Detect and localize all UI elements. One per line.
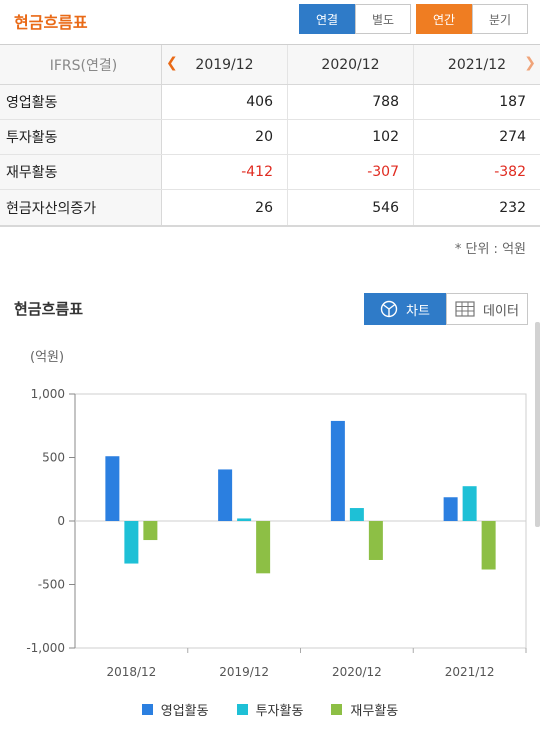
bar — [349, 508, 364, 521]
page-title: 현금흐름표 — [14, 13, 88, 32]
table-row: 영업활동 406 788 187 — [0, 85, 540, 120]
column-header: ❮ 2019/12 — [162, 45, 288, 84]
table-cell: -412 — [162, 155, 288, 189]
chevron-left-icon[interactable]: ❮ — [166, 55, 178, 71]
table-cell: 788 — [288, 85, 414, 119]
bar — [143, 521, 158, 541]
table-cell: 26 — [162, 190, 288, 225]
cashflow-bar-chart: 1,000 500 0 -500 -1,000 2018/12 2019/12 2020/12… — [26, 387, 527, 679]
view-toggle: 차트 데이터 — [364, 293, 528, 325]
y-tick-label: -500 — [38, 578, 65, 592]
tab-consolidated[interactable]: 연결 — [299, 4, 355, 34]
table-cell: 20 — [162, 120, 288, 154]
scrollbar[interactable] — [535, 322, 540, 527]
table-cell: 546 — [288, 190, 414, 225]
table-cell: -382 — [494, 164, 526, 180]
bar — [368, 521, 383, 560]
y-tick-label: 0 — [57, 514, 65, 528]
table-icon — [455, 301, 475, 317]
unit-note: * 단위 : 억원 — [454, 242, 526, 257]
legend-swatch — [236, 704, 248, 715]
table-cell: 406 — [162, 85, 288, 119]
table-row: 재무활동 -412 -307 -382 — [0, 155, 540, 190]
bar — [481, 521, 496, 570]
table-cell: 274 — [499, 129, 526, 145]
x-tick-label: 2018/12 — [106, 665, 156, 679]
column-header: 2020/12 — [288, 45, 414, 84]
bar — [330, 420, 345, 521]
chart-view-button[interactable]: 차트 — [364, 293, 446, 325]
bar — [124, 521, 139, 564]
table-header-row: IFRS(연결) ❮ 2019/12 2020/12 2021/12 ❯ — [0, 45, 540, 85]
legend-item[interactable]: 재무활동 — [331, 700, 398, 719]
table-cell: 232 — [499, 199, 526, 216]
table-cell: 187 — [499, 94, 526, 110]
row-label: 영업활동 — [0, 85, 162, 119]
legend-label: 투자활동 — [255, 704, 304, 719]
tab-annual[interactable]: 연간 — [416, 4, 472, 34]
legend-item[interactable]: 영업활동 — [141, 700, 209, 719]
x-tick-label: 2021/12 — [445, 665, 495, 679]
consolidation-toggle: 연결 별도 — [299, 4, 411, 34]
chart-section-title: 현금흐름표 — [14, 300, 84, 318]
bar — [218, 469, 233, 521]
legend-item[interactable]: 투자활동 — [236, 700, 304, 719]
tab-quarterly[interactable]: 분기 — [472, 4, 528, 34]
y-tick-label: -1,000 — [26, 641, 65, 655]
row-label: 현금자산의증가 — [0, 190, 162, 225]
pie-chart-icon — [380, 300, 398, 318]
header: 현금흐름표 연결 별도 연간 분기 — [0, 0, 540, 42]
y-tick-label: 500 — [42, 451, 65, 465]
table-cell: -307 — [288, 155, 414, 189]
bar — [462, 486, 477, 521]
chevron-right-icon[interactable]: ❯ — [524, 55, 536, 71]
period-toggle: 연간 분기 — [416, 4, 528, 34]
basis-label: IFRS(연결) — [0, 45, 162, 84]
x-tick-label: 2020/12 — [332, 665, 382, 679]
legend-label: 영업활동 — [160, 704, 209, 719]
legend-swatch — [141, 704, 153, 715]
table-row: 현금자산의증가 26 546 232 — [0, 190, 540, 227]
legend-swatch — [331, 704, 343, 715]
table-cell: 102 — [288, 120, 414, 154]
bar — [443, 497, 458, 521]
data-view-button[interactable]: 데이터 — [446, 293, 528, 325]
y-axis-unit: (억원) — [30, 350, 65, 365]
bar — [237, 518, 252, 521]
y-tick-label: 1,000 — [31, 387, 65, 401]
legend-label: 재무활동 — [350, 704, 399, 719]
row-label: 투자활동 — [0, 120, 162, 154]
column-header: 2021/12 ❯ — [447, 55, 536, 73]
table-row: 투자활동 20 102 274 — [0, 120, 540, 155]
row-label: 재무활동 — [0, 155, 162, 189]
tab-separate[interactable]: 별도 — [355, 4, 411, 34]
bar — [256, 521, 271, 574]
x-tick-label: 2019/12 — [219, 665, 269, 679]
chart-legend: 영업활동 투자활동 재무활동 — [0, 700, 540, 719]
cashflow-table: IFRS(연결) ❮ 2019/12 2020/12 2021/12 ❯ 영업활… — [0, 44, 540, 227]
bar — [105, 456, 120, 521]
